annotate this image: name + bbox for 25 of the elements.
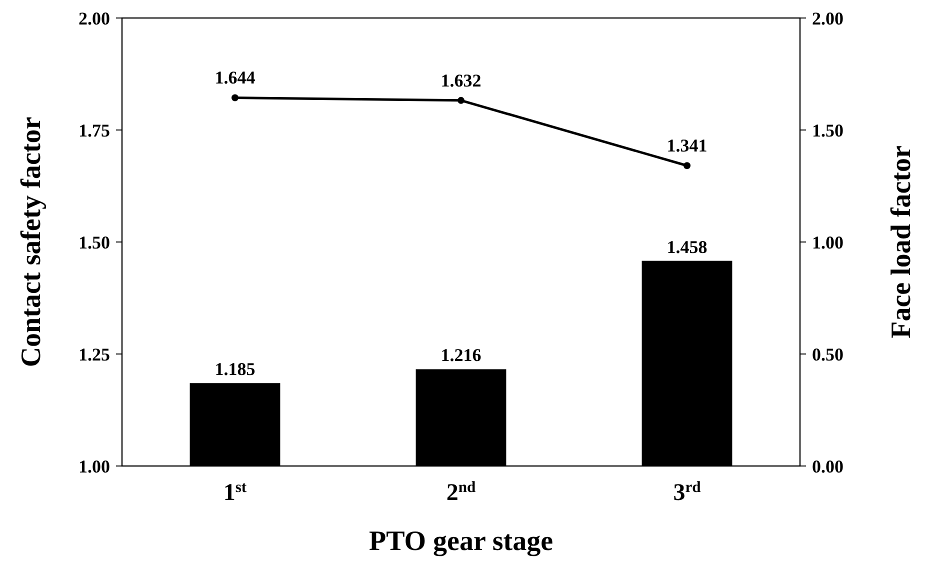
data-label: 1.216 bbox=[440, 345, 482, 366]
point bbox=[232, 94, 238, 102]
data-label: 1.341 bbox=[666, 136, 708, 156]
y2-tick-label: 1.00 bbox=[812, 232, 844, 252]
y-tick-label: 1.75 bbox=[78, 120, 110, 140]
x-tick-label: 3$^{rd}$ bbox=[673, 478, 702, 506]
y-tick-label: 1.00 bbox=[78, 456, 110, 476]
data-label: 1.644 bbox=[214, 68, 256, 88]
data-label: 1.632 bbox=[440, 70, 482, 90]
point bbox=[458, 96, 464, 104]
x-tick-label: 2$^{nd}$ bbox=[446, 478, 476, 506]
y2-tick-label: 2.00 bbox=[812, 8, 844, 28]
x-tick-label: 1$^{st}$ bbox=[223, 478, 248, 506]
y2-tick-label: 1.50 bbox=[812, 120, 844, 140]
x-axis-title: PTO gear stage bbox=[368, 526, 554, 557]
y-tick-label: 1.25 bbox=[78, 344, 110, 364]
y-tick-label: 1.50 bbox=[78, 232, 110, 252]
data-label: 1.458 bbox=[666, 236, 708, 257]
y2-tick-label: 0.50 bbox=[812, 344, 844, 364]
y-tick-label: 2.00 bbox=[78, 8, 110, 28]
data-label: 1.185 bbox=[214, 359, 256, 380]
point bbox=[684, 162, 690, 170]
y2-axis-title: Face load factor bbox=[886, 146, 917, 338]
y2-tick-label: 0.00 bbox=[812, 456, 844, 476]
y-axis-title: Contact safety factor bbox=[16, 116, 47, 368]
